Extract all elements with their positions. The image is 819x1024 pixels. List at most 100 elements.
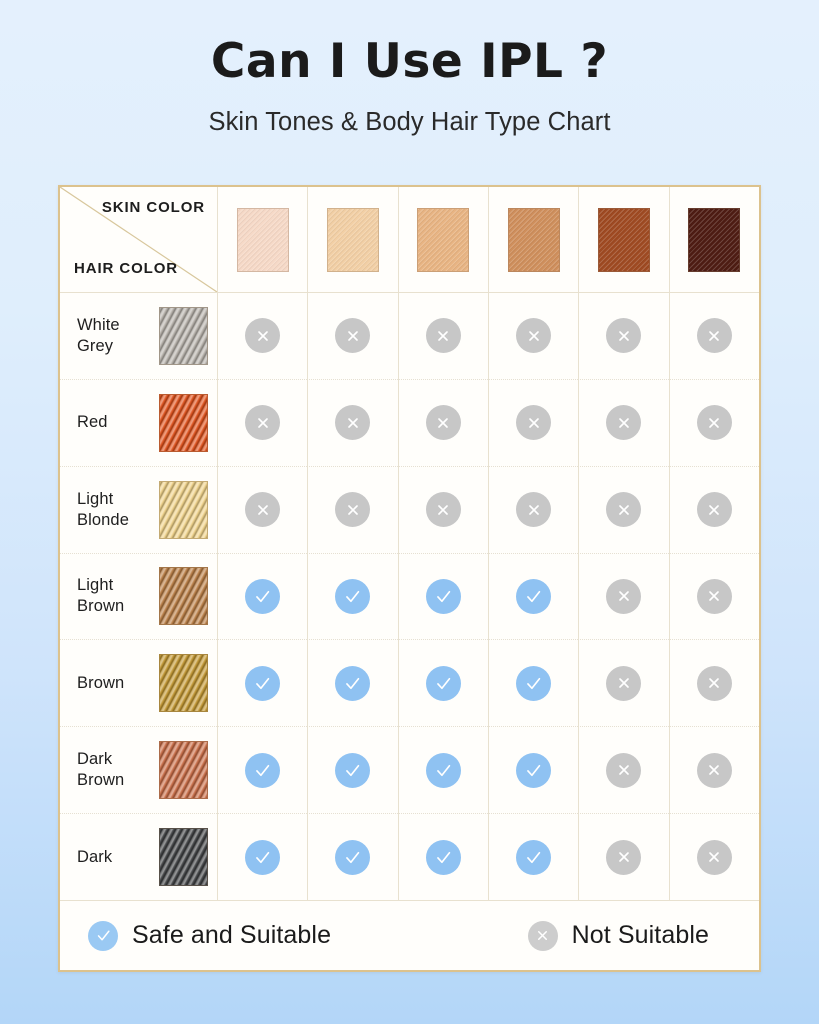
axis-corner-cell: SKIN COLOR HAIR COLOR <box>60 187 217 292</box>
cross-circle-icon <box>606 318 642 354</box>
legend-item-safe: Safe and Suitable <box>88 920 332 951</box>
cross-circle-icon <box>245 318 281 354</box>
check-circle-icon <box>335 665 371 701</box>
cross-circle-icon <box>516 492 552 528</box>
hair-color-label: Red <box>77 413 108 432</box>
skin-tone-3-swatch <box>417 207 470 272</box>
cross-circle-icon <box>606 752 642 788</box>
hair-color-row-header: Light Blonde <box>60 465 217 553</box>
matrix-cell <box>668 378 759 466</box>
matrix-cell <box>307 552 398 640</box>
hair-color-row-header: White Grey <box>60 292 217 379</box>
hair-color-swatch <box>159 480 208 539</box>
check-circle-icon <box>245 665 281 701</box>
matrix-cell <box>397 292 488 379</box>
check-circle-icon <box>425 839 461 875</box>
hair-color-row-header: Dark <box>60 813 217 900</box>
matrix-cell <box>307 813 398 900</box>
skin-color-header-cell <box>488 187 578 292</box>
hair-color-label: White Grey <box>77 315 120 355</box>
matrix-cell <box>397 813 488 900</box>
legend-label-not-suitable: Not Suitable <box>571 921 709 949</box>
matrix-cell <box>307 378 398 466</box>
matrix-cell <box>397 465 488 553</box>
cross-circle-icon <box>606 405 642 441</box>
matrix-cell <box>307 639 398 727</box>
matrix-cell <box>488 639 579 727</box>
matrix-cell <box>578 726 669 814</box>
matrix-cell <box>488 378 579 466</box>
check-circle-icon <box>425 752 461 788</box>
matrix-cell <box>488 552 579 640</box>
matrix-cell <box>578 465 669 553</box>
hair-color-label: Dark Brown <box>77 750 125 790</box>
skin-tone-4-swatch <box>507 207 560 272</box>
skin-color-header-cell <box>217 187 307 292</box>
matrix-cell <box>668 639 759 727</box>
skin-tone-2-swatch <box>326 207 379 272</box>
matrix-cell <box>397 639 488 727</box>
cross-circle-icon <box>527 920 558 951</box>
hair-color-row-header: Red <box>60 378 217 466</box>
check-circle-icon <box>335 578 371 614</box>
check-circle-icon <box>245 839 281 875</box>
matrix-cell <box>397 726 488 814</box>
cross-circle-icon <box>425 492 461 528</box>
legend-item-not-suitable: Not Suitable <box>527 920 709 951</box>
matrix-cell <box>488 726 579 814</box>
cross-circle-icon <box>516 318 552 354</box>
matrix-cell <box>217 292 308 379</box>
cross-circle-icon <box>245 492 281 528</box>
suitability-matrix: SKIN COLOR HAIR COLOR White Grey Red Light… <box>60 187 759 900</box>
cross-circle-icon <box>516 405 552 441</box>
cross-circle-icon <box>696 752 732 788</box>
cross-circle-icon <box>606 578 642 614</box>
page-title: Can I Use IPL ? <box>210 34 609 89</box>
hair-color-label: Light Brown <box>77 576 125 616</box>
matrix-cell <box>578 292 669 379</box>
check-circle-icon <box>335 752 371 788</box>
hair-color-swatch <box>159 306 208 365</box>
matrix-cell <box>217 639 308 727</box>
check-circle-icon <box>245 752 281 788</box>
matrix-cell <box>307 292 398 379</box>
cross-circle-icon <box>696 492 732 528</box>
cross-circle-icon <box>696 318 732 354</box>
skin-tone-1-swatch <box>236 207 289 272</box>
check-circle-icon <box>425 578 461 614</box>
matrix-cell <box>307 726 398 814</box>
matrix-cell <box>488 292 579 379</box>
check-circle-icon <box>516 578 552 614</box>
check-circle-icon <box>516 839 552 875</box>
check-circle-icon <box>335 839 371 875</box>
skin-color-axis-label: SKIN COLOR <box>101 199 205 216</box>
matrix-cell <box>397 378 488 466</box>
skin-color-header-cell <box>307 187 397 292</box>
ipl-suitability-card: SKIN COLOR HAIR COLOR White Grey Red Light… <box>58 185 761 972</box>
matrix-cell <box>217 378 308 466</box>
cross-circle-icon <box>696 839 732 875</box>
hair-color-row-header: Light Brown <box>60 552 217 640</box>
skin-color-header-cell <box>578 187 668 292</box>
hair-color-swatch <box>159 393 208 452</box>
cross-circle-icon <box>425 405 461 441</box>
cross-circle-icon <box>696 665 732 701</box>
matrix-cell <box>217 552 308 640</box>
chart-grid: SKIN COLOR HAIR COLOR White Grey Red Light… <box>60 187 759 970</box>
cross-circle-icon <box>606 839 642 875</box>
skin-tone-5-swatch <box>597 207 650 272</box>
hair-color-swatch <box>159 567 208 626</box>
diagonal-divider-icon <box>60 187 217 292</box>
legend-label-safe: Safe and Suitable <box>132 921 332 949</box>
matrix-cell <box>488 813 579 900</box>
cross-circle-icon <box>606 665 642 701</box>
matrix-cell <box>307 465 398 553</box>
check-circle-icon <box>516 665 552 701</box>
cross-circle-icon <box>335 318 371 354</box>
matrix-cell <box>578 639 669 727</box>
hair-color-row-header: Dark Brown <box>60 726 217 813</box>
matrix-cell <box>397 552 488 640</box>
matrix-cell <box>217 726 308 814</box>
matrix-cell <box>668 726 759 814</box>
matrix-cell <box>668 465 759 553</box>
